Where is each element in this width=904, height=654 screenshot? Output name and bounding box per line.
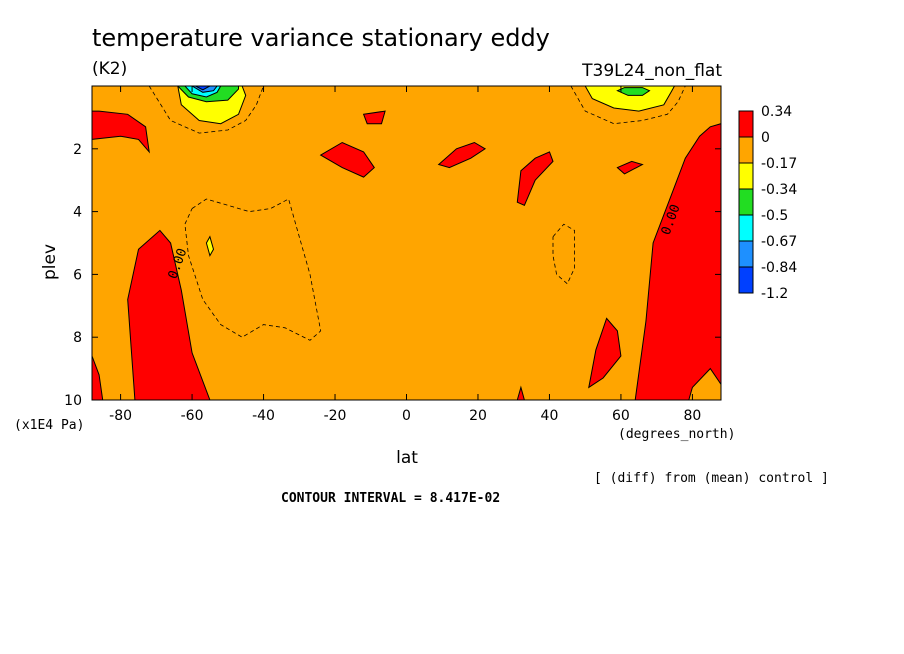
dashed-contours [148, 86, 686, 341]
experiment-label: T39L24_non_flat [581, 61, 722, 81]
x-axis-ticks: -80 -60 -40 -20 0 20 40 60 80 [109, 86, 701, 424]
y-tick-label: 4 [73, 205, 82, 221]
colorbar-label: -0.84 [761, 260, 797, 276]
x-tick-label: 60 [612, 408, 630, 424]
colorbar-label: 0.34 [761, 104, 792, 120]
y-tick-label: 8 [73, 330, 82, 346]
colorbar: 0.34 0 -0.17 -0.34 -0.5 -0.67 -0.84 -1.2 [738, 104, 797, 302]
x-tick-label: -40 [252, 408, 275, 424]
filled-regions [92, 86, 721, 400]
colorbar-label: -0.34 [761, 182, 797, 198]
region-positive-6 [516, 151, 554, 206]
region-positive-2 [127, 229, 211, 400]
x-tick-label: -80 [109, 408, 132, 424]
y-tick-label: 10 [64, 393, 82, 409]
dashed-contour-1 [552, 223, 575, 285]
region-positive-3 [319, 141, 375, 178]
x-tick-label: 0 [402, 408, 411, 424]
colorbar-label: -0.67 [761, 234, 797, 250]
y-axis-units: (x1E4 Pa) [14, 418, 84, 433]
x-tick-label: 40 [541, 408, 559, 424]
region-positive-5 [437, 141, 487, 169]
contour-interval: CONTOUR INTERVAL = 8.417E-02 [281, 491, 500, 506]
y-tick-label: 2 [73, 142, 82, 158]
colorbar-label: 0 [761, 130, 770, 146]
x-tick-label: -20 [324, 408, 347, 424]
x-axis-label: lat [396, 448, 418, 468]
chart-title: temperature variance stationary eddy [92, 24, 550, 52]
region-positive-4 [362, 110, 386, 125]
colorbar-swatch [738, 162, 754, 190]
region-positive-0 [92, 110, 150, 154]
colorbar-swatch [738, 240, 754, 268]
footnote: [ (diff) from (mean) control ] [594, 471, 829, 486]
colorbar-label: -1.2 [761, 286, 788, 302]
region-negative-1-12 [205, 235, 215, 257]
colorbar-swatch [738, 188, 754, 216]
region-positive-10 [616, 160, 644, 175]
y-axis-label: plev [40, 244, 60, 280]
region-positive-1 [92, 355, 104, 400]
region-positive-7 [588, 317, 622, 389]
region-negative-5-18 [195, 86, 211, 91]
dashed-contour-2 [148, 86, 264, 134]
units-label: (K2) [92, 59, 127, 79]
x-axis-units: (degrees_north) [618, 427, 735, 442]
dashed-contour-0 [184, 198, 322, 341]
colorbar-swatch [738, 214, 754, 242]
colorbar-label: -0.17 [761, 156, 797, 172]
x-tick-label: 20 [469, 408, 487, 424]
y-axis-ticks: 2 4 6 8 10 [64, 142, 721, 409]
region-negative-2-15 [616, 87, 651, 96]
colorbar-swatch [738, 110, 754, 138]
region-positive-9 [634, 123, 721, 400]
colorbar-swatch [738, 136, 754, 164]
y-tick-label: 6 [73, 267, 82, 283]
dashed-contour-3 [570, 86, 686, 125]
x-tick-label: 80 [683, 408, 701, 424]
region-negative-1-13 [584, 86, 676, 112]
x-tick-label: -60 [181, 408, 204, 424]
colorbar-swatch [738, 266, 754, 294]
region-positive-8 [516, 385, 525, 400]
colorbar-label: -0.5 [761, 208, 788, 224]
